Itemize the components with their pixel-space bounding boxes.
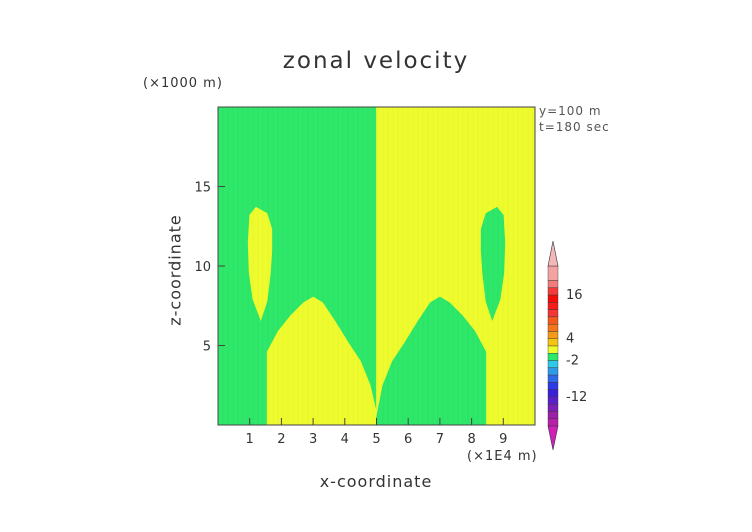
colorbar-level xyxy=(547,345,559,354)
colorbar-level xyxy=(547,374,559,383)
colorbar-level xyxy=(547,331,559,339)
colorbar-level xyxy=(547,360,559,369)
x-tick-label: 1 xyxy=(246,432,254,447)
colorbar-level xyxy=(547,403,559,412)
contour-region-6 xyxy=(480,206,506,321)
contour-region-5 xyxy=(376,296,487,426)
colorbar-level xyxy=(547,382,559,390)
colorbar-top-arrow xyxy=(547,240,559,267)
y-position-label: y=100 m xyxy=(539,104,602,118)
colorbar-level xyxy=(547,389,559,398)
colorbar-level xyxy=(547,367,559,376)
y-tick-label: 10 xyxy=(194,260,211,275)
y-tick-label: 15 xyxy=(194,181,211,196)
x-tick-label: 2 xyxy=(277,432,285,447)
x-tick-label: 3 xyxy=(309,432,317,447)
x-axis-unit: (×1E4 m) xyxy=(467,449,538,464)
colorbar-level xyxy=(547,287,559,296)
x-tick-label: 8 xyxy=(467,432,475,447)
colorbar-level xyxy=(547,302,559,310)
colorbar-level xyxy=(547,265,559,281)
z-axis-unit: (×1000 m) xyxy=(143,76,223,91)
x-axis-label: x-coordinate xyxy=(319,472,433,491)
contour-region-3 xyxy=(247,206,273,321)
x-tick-label: 6 xyxy=(404,432,412,447)
colorbar-level xyxy=(547,316,559,325)
colorbar-label: 16 xyxy=(566,288,583,303)
colorbar-level xyxy=(547,323,559,332)
colorbar-label: 4 xyxy=(566,332,574,347)
x-tick-label: 7 xyxy=(436,432,444,447)
colorbar-level xyxy=(547,418,559,427)
x-tick-label: 4 xyxy=(341,432,349,447)
colorbar-bottom-arrow xyxy=(547,425,559,451)
colorbar-level xyxy=(547,280,559,289)
colorbar-level xyxy=(547,396,559,405)
colorbar-level xyxy=(547,309,559,318)
colorbar-level xyxy=(547,353,559,361)
colorbar-level xyxy=(547,411,559,419)
y-tick-label: 5 xyxy=(203,340,211,355)
colorbar-label: -12 xyxy=(566,390,587,405)
x-tick-label: 9 xyxy=(499,432,507,447)
x-tick-label: 5 xyxy=(372,432,380,447)
time-label: t=180 sec xyxy=(539,120,610,134)
contour-region-2 xyxy=(266,296,377,426)
colorbar-label: -2 xyxy=(566,354,579,369)
colorbar-level xyxy=(547,294,559,303)
colorbar-level xyxy=(547,338,559,347)
chart-title: zonal velocity xyxy=(282,48,470,74)
